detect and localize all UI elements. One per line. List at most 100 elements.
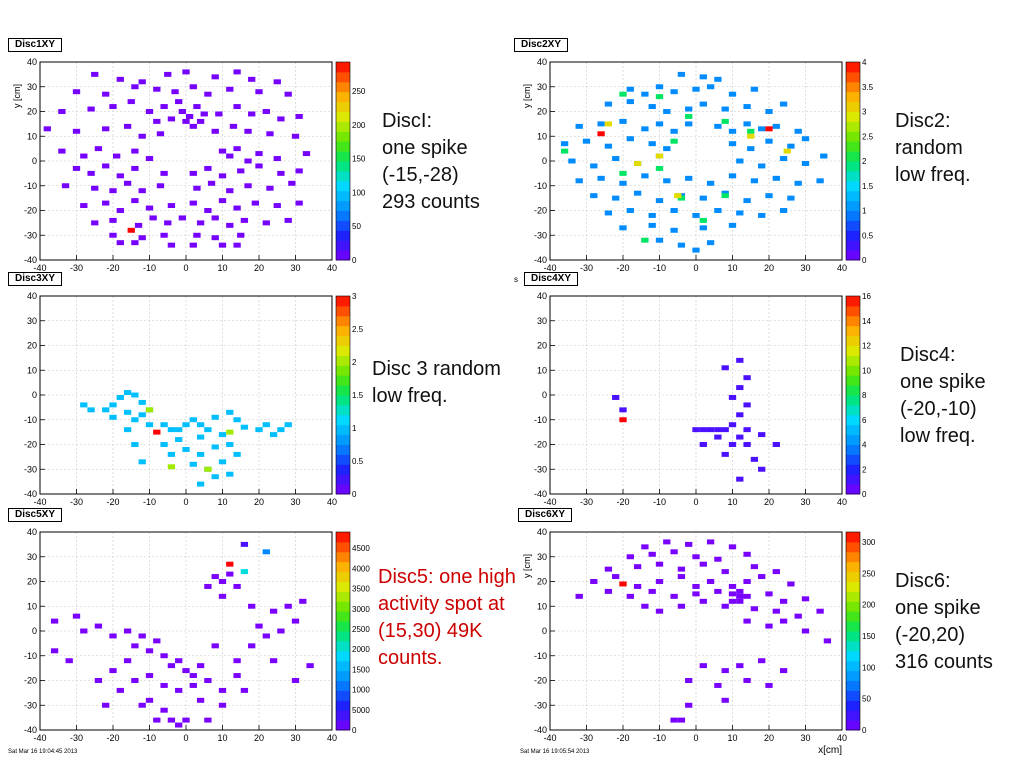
bin-cell: [226, 188, 234, 194]
plot-disc1: -40 -30 -20 -10 0 10 20 30 40 -40 -30 -20 -10 0 10 20 30…: [12, 57, 366, 273]
bin-cell: [699, 101, 707, 107]
bin-cell: [182, 717, 190, 723]
bin-cell: [575, 593, 583, 599]
bin-cell: [138, 702, 146, 708]
bin-cell: [699, 217, 707, 223]
bin-cell: [226, 442, 234, 447]
bin-cell: [670, 128, 678, 134]
bin-cell: [226, 429, 234, 435]
bin-cell: [131, 442, 139, 447]
x-tick-label: 0: [183, 733, 188, 743]
bin-cell: [248, 603, 256, 609]
spike-cell: [127, 227, 135, 233]
bin-cell: [123, 180, 132, 186]
x-tick-label: 0: [183, 497, 188, 507]
bin-cell: [794, 613, 802, 619]
bin-cell: [226, 571, 234, 577]
bin-cell: [131, 240, 139, 246]
colorbar-segment: [846, 532, 860, 543]
bin-cell: [211, 574, 219, 580]
bin-cell: [229, 123, 238, 129]
y-tick-label: 30: [537, 552, 547, 562]
bin-cell: [273, 203, 281, 209]
bin-cell: [160, 422, 168, 428]
colorbar-segment: [846, 315, 860, 327]
colorbar-segment: [336, 315, 350, 327]
colorbar-segment: [336, 385, 350, 396]
note-line: one spike: [900, 371, 986, 393]
bin-cell: [196, 434, 205, 440]
x-tick-label: -40: [33, 733, 46, 743]
hist-title-disc1: Disc1XY: [8, 38, 63, 52]
colorbar-segment: [846, 454, 860, 465]
x-tick-label: 30: [290, 733, 300, 743]
bin-cell: [648, 588, 656, 594]
bin-cell: [58, 148, 66, 154]
y-tick-label: -30: [534, 700, 547, 710]
bin-cell: [560, 148, 569, 154]
colorbar-tick-label: 0: [862, 726, 867, 735]
bin-cell: [218, 148, 227, 154]
bin-cell: [750, 564, 759, 570]
colorbar-tick-label: 3: [862, 108, 867, 117]
bin-cell: [714, 427, 722, 433]
colorbar-segment: [846, 161, 860, 172]
colorbar-segment: [336, 710, 350, 721]
y-tick-label: 40: [537, 527, 547, 537]
bin-cell: [233, 146, 241, 152]
bin-cell: [655, 198, 664, 204]
bin-cell: [248, 643, 256, 649]
bin-cell: [91, 220, 99, 226]
bin-cell: [728, 222, 737, 228]
colorbar-segment: [846, 424, 860, 436]
x-tick-label: 30: [800, 497, 810, 507]
colorbar-segment: [336, 690, 350, 701]
colorbar-tick-label: 2.5: [352, 325, 364, 334]
bin-cell: [200, 111, 208, 117]
bin-cell: [113, 153, 121, 159]
y-tick-label: -10: [534, 181, 547, 191]
colorbar-tick-label: 3000: [352, 605, 370, 614]
bin-cell: [291, 133, 300, 139]
bin-cell: [641, 91, 649, 97]
bin-cell: [131, 84, 139, 90]
bin-cell: [193, 185, 201, 191]
colorbar-segment: [336, 464, 350, 475]
bin-cell: [743, 579, 751, 584]
y-tick-label: 30: [537, 82, 547, 92]
bin-cell: [204, 466, 212, 472]
bin-cell: [655, 237, 664, 243]
colorbar-segment: [846, 474, 860, 485]
colorbar-segment: [336, 200, 350, 211]
bin-cell: [736, 434, 744, 440]
bin-cell: [233, 417, 241, 423]
x-tick-label: 20: [254, 497, 264, 507]
plot-disc6: -40 -30 -20 -10 0 10 20 30 40 -40 -30 -20 -10 0 10 20 30…: [522, 527, 876, 756]
bin-cell: [706, 539, 715, 545]
bin-cell: [582, 138, 591, 144]
note-line: low freq.: [372, 385, 448, 407]
bin-cell: [116, 208, 124, 213]
colorbar-segment: [336, 240, 350, 251]
colorbar-segment: [336, 532, 350, 543]
bin-cell: [604, 121, 613, 127]
x-tick-label: -10: [143, 497, 156, 507]
bin-cell: [699, 225, 707, 231]
bin-cell: [706, 579, 715, 584]
colorbar-segment: [846, 220, 860, 231]
colorbar-frame: [335, 531, 351, 731]
bin-cell: [670, 89, 678, 95]
bin-cell: [641, 237, 649, 243]
y-tick-label: 0: [32, 390, 37, 400]
colorbar-segment: [846, 395, 860, 406]
bin-cell: [648, 212, 656, 218]
bin-cell: [699, 74, 707, 80]
bin-cell: [109, 217, 117, 223]
bin-cell: [94, 623, 103, 629]
bin-cell: [218, 432, 227, 438]
colorbar-segment: [336, 180, 350, 192]
x-tick-label: -10: [653, 497, 666, 507]
bin-cell: [692, 212, 700, 218]
colorbar-frame: [335, 61, 351, 261]
x-tick-label: -40: [543, 497, 556, 507]
